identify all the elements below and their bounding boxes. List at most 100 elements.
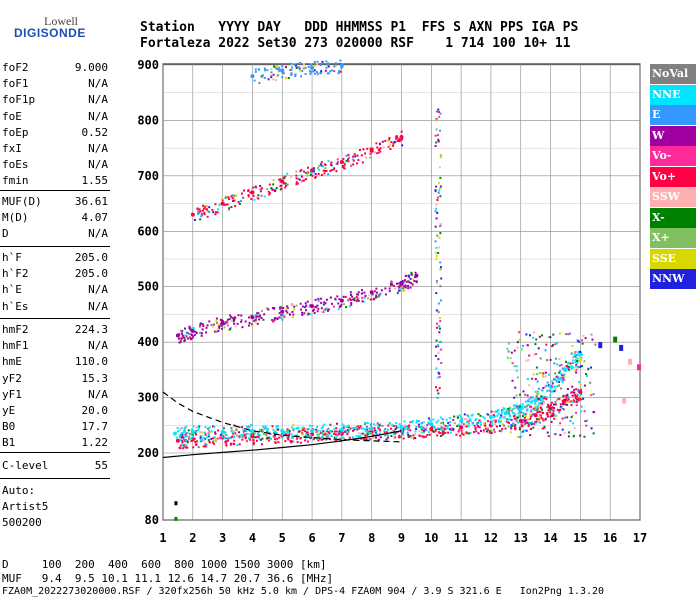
echo-point <box>271 425 274 428</box>
param-c-level: C-level 55 <box>2 459 108 475</box>
echo-point <box>289 69 292 72</box>
echo-point <box>567 398 570 401</box>
echo-point <box>400 430 403 433</box>
echo-point <box>426 434 429 437</box>
echo-point <box>404 424 407 427</box>
spread-echo-point <box>592 432 595 435</box>
echo-point <box>403 289 406 292</box>
echo-point <box>321 432 324 435</box>
echo-point <box>259 190 262 193</box>
echo-point <box>307 430 310 433</box>
echo-point <box>364 437 367 440</box>
echo-point <box>260 316 263 319</box>
echo-point <box>368 294 371 297</box>
logo-lowell-text: Lowell <box>44 14 78 28</box>
echo-point <box>543 386 546 389</box>
echo-point <box>459 416 462 419</box>
echo-point <box>441 433 444 436</box>
spread-echo-point <box>523 429 526 432</box>
echo-point <box>352 429 355 432</box>
echo-point <box>245 430 248 433</box>
echo-point <box>345 154 348 157</box>
echo-point <box>219 433 222 436</box>
echo-point <box>324 302 327 305</box>
param-label: yE <box>2 404 16 417</box>
echo-point <box>244 320 247 323</box>
echo-point <box>437 419 440 422</box>
echo-point <box>529 406 532 409</box>
echo-point <box>263 76 266 79</box>
echo-point <box>379 147 382 150</box>
interference-point <box>435 203 438 206</box>
echo-point <box>286 305 289 308</box>
spread-echo-point <box>594 343 597 346</box>
echo-point <box>247 189 250 192</box>
echo-point <box>562 394 565 397</box>
echo-point <box>295 170 298 173</box>
spread-echo-point <box>566 400 569 403</box>
spread-echo-point <box>547 336 550 339</box>
echo-point <box>327 308 330 311</box>
echo-point <box>188 326 191 329</box>
interference-point <box>437 140 440 143</box>
echo-point <box>538 418 541 421</box>
echo-point <box>337 72 340 75</box>
echo-point <box>212 425 215 428</box>
echo-point <box>387 424 390 427</box>
echo-point <box>343 161 346 164</box>
echo-point <box>352 427 355 430</box>
interference-point <box>439 268 442 271</box>
echo-point <box>483 417 486 420</box>
echo-point <box>337 302 340 305</box>
echo-point <box>281 434 284 437</box>
echo-point <box>301 432 304 435</box>
spread-echo-point <box>579 350 582 353</box>
echo-point <box>294 75 297 78</box>
echo-point <box>411 421 414 424</box>
echo-point <box>392 284 395 287</box>
echo-point <box>253 319 256 322</box>
echo-point <box>274 429 277 432</box>
echo-point <box>428 433 431 436</box>
echo-point <box>334 64 337 67</box>
echo-point <box>212 439 215 442</box>
spread-echo-point <box>533 405 536 408</box>
echo-point <box>353 297 356 300</box>
echo-point <box>515 419 518 422</box>
echo-point <box>572 355 575 358</box>
echo-point <box>317 165 320 168</box>
echo-point <box>560 407 563 410</box>
echo-point <box>316 304 319 307</box>
echo-point <box>211 208 214 211</box>
echo-point <box>372 298 375 301</box>
echo-point <box>563 401 566 404</box>
echo-point <box>354 155 357 158</box>
interference-point <box>440 341 443 344</box>
echo-point <box>245 440 248 443</box>
echo-point <box>193 218 196 221</box>
echo-point <box>362 437 365 440</box>
echo-point <box>573 400 576 403</box>
echo-point <box>206 215 209 218</box>
echo-point <box>247 195 250 198</box>
echo-point <box>265 434 268 437</box>
spread-echo-point <box>514 386 517 389</box>
echo-point <box>253 79 256 82</box>
echo-point <box>305 434 308 437</box>
interference-point <box>435 386 438 389</box>
echo-point <box>378 143 381 146</box>
echo-point <box>227 328 230 331</box>
echo-point <box>577 397 580 400</box>
spread-echo-point <box>577 388 580 391</box>
spread-echo-point <box>565 333 568 336</box>
echo-point <box>561 381 564 384</box>
echo-point <box>300 175 303 178</box>
echo-point <box>259 314 262 317</box>
echo-point <box>288 313 291 316</box>
interference-point <box>435 217 438 220</box>
interference-point <box>436 389 439 392</box>
legend-item-w: W <box>650 125 696 146</box>
spread-echo-point <box>544 371 547 374</box>
echo-point <box>383 429 386 432</box>
echo-point <box>256 435 259 438</box>
